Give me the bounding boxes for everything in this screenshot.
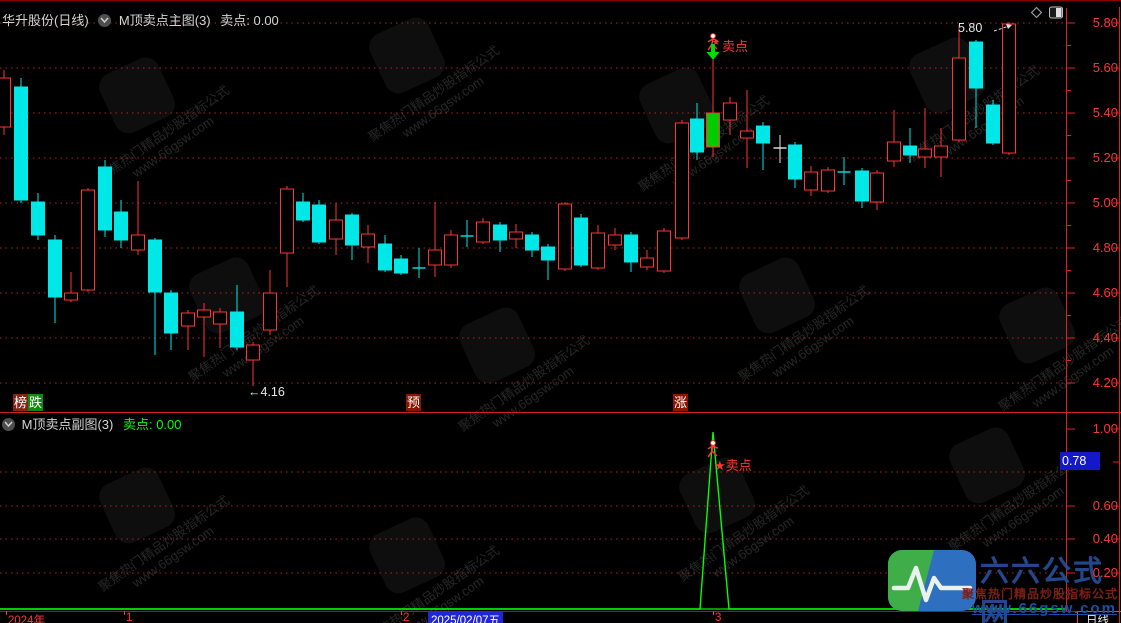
seller-figure-icon (707, 33, 719, 51)
sub-title-row: M顶卖点副图(3) 卖点: 0.00 (2, 414, 182, 432)
timeline-label: 1 (126, 612, 133, 623)
right-border (1119, 7, 1120, 623)
site-name: 六六公式网 (980, 556, 1105, 623)
top-border (0, 0, 1121, 1)
main-indicator-value: 卖点: 0.00 (220, 13, 279, 28)
period-label[interactable]: 日线 (1086, 615, 1109, 623)
timeline-tick (401, 611, 402, 615)
timeline-label: 3 (715, 612, 722, 623)
price-tick-5.60: 5.60 (1092, 60, 1118, 75)
collapse-chevron-icon[interactable] (98, 14, 112, 27)
price-tick-1.00: 1.00 (1092, 421, 1118, 436)
sub-indicator-name[interactable]: M顶卖点副图(3) (21, 417, 114, 432)
price-tick-5.20: 5.20 (1092, 150, 1118, 165)
seller-figure-icon (707, 440, 719, 458)
sell-down-arrow-icon (706, 44, 720, 60)
price-tick-4.60: 4.60 (1092, 285, 1118, 300)
main-indicator-name[interactable]: M顶卖点主图(3) (118, 13, 211, 28)
sell-star: ★ (712, 37, 721, 47)
split-window-icon[interactable] (1049, 6, 1063, 24)
tag-rank[interactable]: 榜 (13, 394, 28, 411)
price-tick-4.80: 4.80 (1092, 240, 1118, 255)
diamond-icon[interactable] (1030, 6, 1043, 24)
price-tick-5.80: 5.80 (1092, 15, 1118, 30)
event-tag-yu[interactable]: 预 (406, 394, 421, 411)
price-tick-4.40: 4.40 (1092, 330, 1118, 345)
main-sell-label: 卖点 (722, 39, 749, 54)
selected-date[interactable]: 2025/02/07五 (428, 612, 504, 623)
site-url[interactable]: www.66gsw.com (972, 600, 1117, 617)
axis-line (1066, 8, 1067, 611)
timeline-tick (6, 611, 7, 615)
collapse-chevron-icon[interactable] (2, 418, 15, 431)
price-tick-4.20: 4.20 (1092, 375, 1118, 390)
main-title-row: 华升股份(日线) M顶卖点主图(3) 卖点: 0.00 (2, 10, 279, 28)
price-tick-0.60: 0.60 (1092, 498, 1118, 513)
price-tick-0.20: 0.20 (1092, 565, 1118, 580)
bottombar-border (0, 611, 1121, 612)
price-tick-5.00: 5.00 (1092, 195, 1118, 210)
site-tagline: 聚焦热门精品炒股指标公式 (962, 587, 1119, 601)
timeline-tick (713, 611, 714, 615)
price-tick-0.40: 0.40 (1092, 531, 1118, 546)
event-tag-zhang[interactable]: 涨 (673, 394, 688, 411)
tag-fall[interactable]: 跌 (28, 394, 43, 411)
high-annotation: 5.80 (958, 21, 983, 35)
sub-sell-label: ★卖点 (714, 458, 752, 473)
timeline-label: 2 (403, 612, 410, 623)
stock-title: 华升股份(日线) (2, 13, 89, 28)
sub-indicator-value: 卖点: 0.00 (122, 417, 182, 432)
timeline-label: 2024年 (8, 615, 46, 623)
site-logo (888, 550, 976, 616)
sub-current-value-box: 0.78 (1060, 452, 1100, 470)
chart-separator (0, 412, 1121, 413)
low-annotation: ←4.16 (248, 385, 285, 399)
timeline-tick (124, 611, 125, 615)
period-selector-box[interactable] (1077, 611, 1121, 623)
price-tick-5.40: 5.40 (1092, 105, 1118, 120)
